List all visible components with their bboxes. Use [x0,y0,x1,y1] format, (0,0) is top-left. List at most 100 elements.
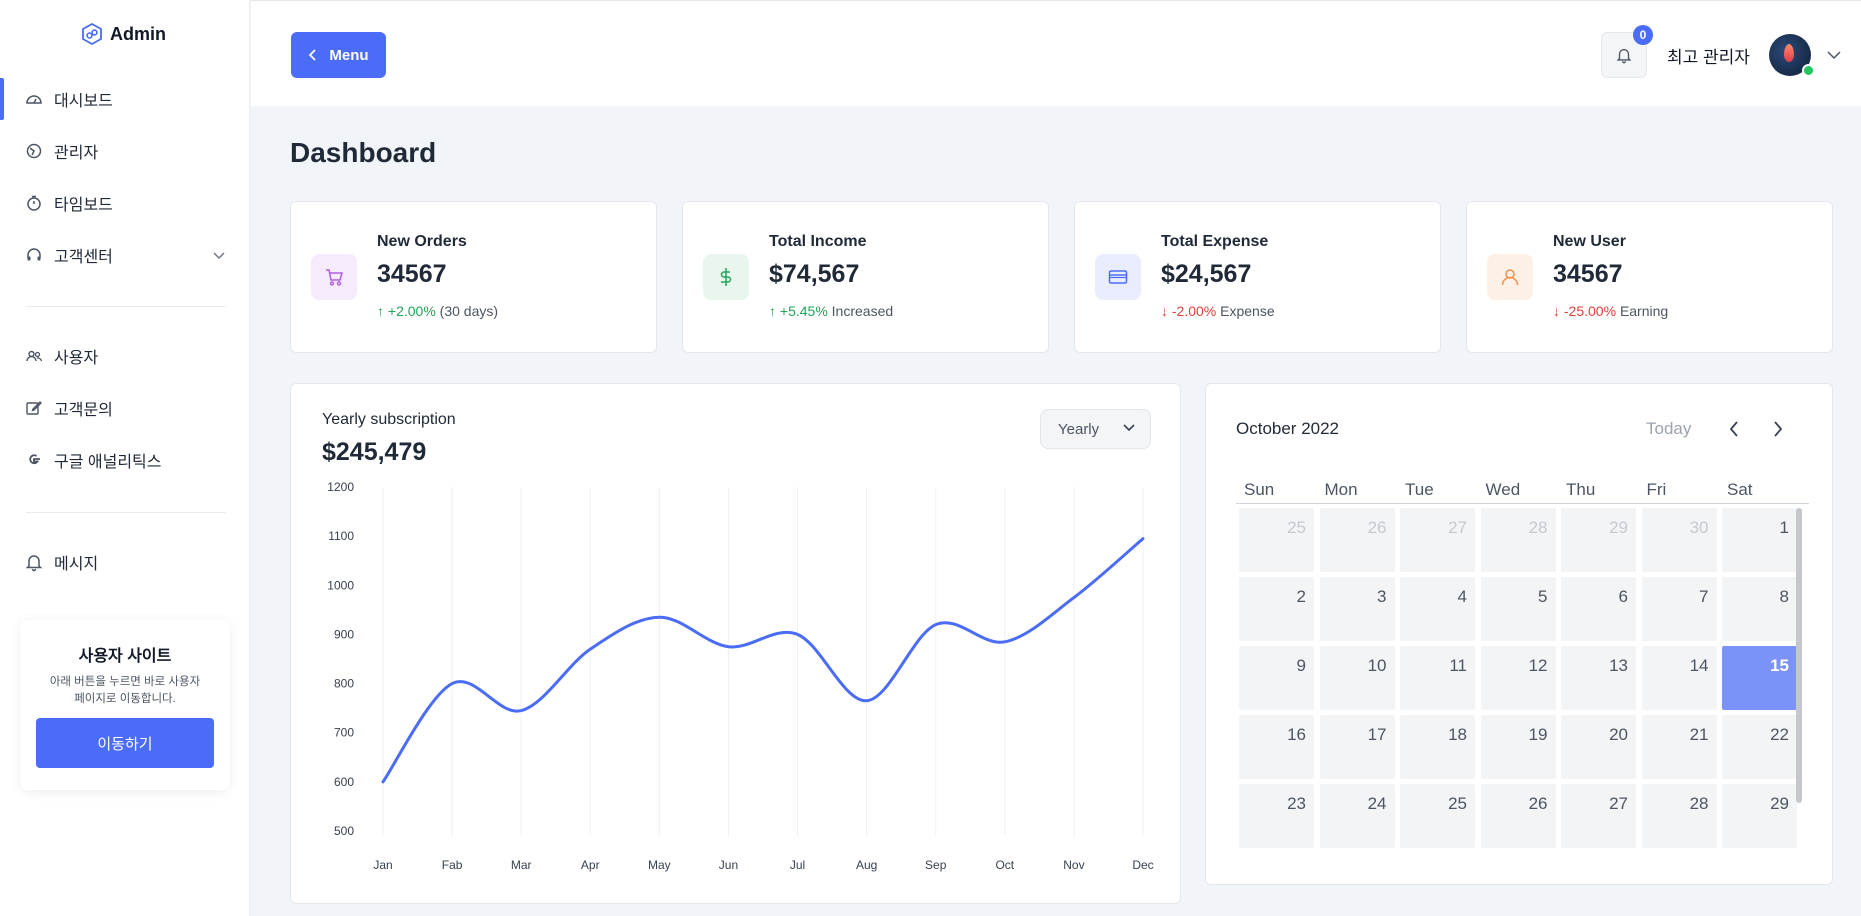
subscription-line-chart: Jan Fab Mar Apr May Jun Jul Aug Sep Oct Nov Dec 500 6… [327,480,1153,872]
period-select-value: Yearly [1058,420,1100,438]
calendar-day[interactable]: 21 [1641,715,1717,779]
go-user-site-button[interactable]: 이동하기 [36,718,214,768]
calendar-day[interactable]: 2 [1239,577,1314,641]
x-tick-label: Jan [373,858,392,872]
calendar-day[interactable]: 29 [1722,784,1797,848]
stat-card-total-expense: Total Expense $24,567 ↓ -2.00% Expense [1074,201,1441,353]
sidebar-divider [26,306,226,307]
calendar-day[interactable]: 11 [1400,646,1475,710]
sidebar-item-admin[interactable]: 관리자 [0,129,250,173]
calendar-day[interactable]: 24 [1319,784,1395,848]
stat-label: Total Income [769,233,867,250]
y-tick-label: 1200 [327,480,354,494]
trend-down-icon: ↓ [1553,303,1560,319]
stat-value: $74,567 [769,260,860,288]
calendar-day[interactable]: 6 [1561,577,1636,641]
calendar-day[interactable]: 7 [1641,577,1717,641]
sidebar-item-users[interactable]: 사용자 [0,334,250,378]
stat-card-new-user: New User 34567 ↓ -25.00% Earning [1466,201,1833,353]
google-icon [24,450,44,470]
chevron-down-icon[interactable] [212,247,226,265]
calendar-day[interactable]: 29 [1561,508,1636,572]
chevron-down-icon[interactable] [1826,47,1842,65]
calendar-day[interactable]: 13 [1561,646,1636,710]
calendar-day[interactable]: 27 [1400,508,1475,572]
sidebar-item-label: 타임보드 [54,197,113,214]
sidebar-item-label: 고객센터 [54,249,113,266]
sidebar-item-timeboard[interactable]: 타임보드 [0,181,250,225]
trend-up-icon: ↑ [769,303,776,319]
edit-icon [24,398,44,418]
x-tick-label: Nov [1063,858,1084,872]
y-tick-label: 1000 [327,578,354,592]
calendar-scrollbar[interactable] [1796,508,1802,803]
user-icon [1487,254,1533,300]
calendar-day[interactable]: 9 [1239,646,1314,710]
x-tick-label: Mar [511,858,532,872]
trend-up-icon: ↑ [377,303,384,319]
chevron-down-icon [1123,424,1135,432]
cart-icon [311,254,357,300]
y-tick-label: 600 [334,775,354,789]
calendar-day[interactable]: 25 [1239,508,1314,572]
sidebar-item-google-analytics[interactable]: 구글 애널리틱스 [0,438,250,482]
sidebar-item-inquiry[interactable]: 고객문의 [0,386,250,430]
calendar-day[interactable]: 4 [1400,577,1475,641]
y-tick-label: 1100 [328,529,354,543]
calendar-prev-button[interactable] [1728,420,1740,443]
x-tick-label: Jun [719,858,738,872]
sidebar-item-messages[interactable]: 메시지 [0,540,250,584]
calendar-day[interactable]: 26 [1480,784,1556,848]
menu-button[interactable]: Menu [291,32,386,78]
calendar-day[interactable]: 22 [1722,715,1797,779]
calendar-day[interactable]: 16 [1239,715,1314,779]
brand-logo[interactable]: Admin [80,22,166,46]
stat-trend-value: -25.00% [1563,303,1617,319]
calendar-weekday: Mon [1324,480,1358,499]
y-tick-label: 500 [334,824,354,838]
avatar-flame [1784,44,1794,62]
chart-title: Yearly subscription [322,411,456,428]
calendar-today-button[interactable]: Today [1646,419,1692,438]
calendar-day[interactable]: 14 [1641,646,1717,710]
x-tick-label: Dec [1132,858,1153,872]
calendar-day[interactable]: 5 [1480,577,1556,641]
x-tick-label: Jul [790,858,805,872]
calendar-day[interactable]: 8 [1722,577,1797,641]
menu-button-label: Menu [329,46,369,64]
calendar-day[interactable]: 25 [1400,784,1475,848]
calendar-day[interactable]: 27 [1561,784,1636,848]
calendar-day[interactable]: 26 [1319,508,1395,572]
calendar-day[interactable]: 23 [1239,784,1314,848]
stat-value: 34567 [377,260,447,288]
period-select[interactable]: Yearly [1040,409,1151,449]
calendar-header-divider [1236,503,1809,504]
bell-icon [24,552,44,572]
calendar-day[interactable]: 17 [1319,715,1395,779]
calendar-day[interactable]: 28 [1480,508,1556,572]
calendar-day[interactable]: 30 [1641,508,1717,572]
calendar-day[interactable]: 3 [1319,577,1395,641]
subscription-chart-card: Yearly subscription $245,479 Yearly Jan F… [290,383,1181,904]
x-tick-label: Apr [581,858,600,872]
calendar-weekday: Sun [1244,480,1275,499]
chevron-right-icon [1774,421,1783,437]
calendar-day[interactable]: 18 [1400,715,1475,779]
calendar-day[interactable]: 1 [1722,508,1797,572]
stat-trend: ↑ +5.45% Increased [769,303,893,319]
calendar-day[interactable]: 19 [1480,715,1556,779]
calendar-day[interactable]: 15 [1722,646,1797,710]
sidebar-item-support[interactable]: 고객센터 [0,233,250,277]
dashboard-icon [24,89,44,109]
calendar-weekday: Tue [1405,480,1434,499]
admin-name[interactable]: 최고 관리자 [1667,48,1750,67]
stat-card-new-orders: New Orders 34567 ↑ +2.00% (30 days) [290,201,657,353]
stat-label: New User [1553,233,1626,250]
calendar-day[interactable]: 12 [1480,646,1556,710]
calendar-next-button[interactable] [1772,420,1784,443]
sidebar-item-dashboard[interactable]: 대시보드 [0,77,250,121]
calendar-day[interactable]: 10 [1319,646,1395,710]
calendar-day[interactable]: 20 [1561,715,1636,779]
calendar-day[interactable]: 28 [1641,784,1717,848]
stat-label: New Orders [377,233,467,250]
